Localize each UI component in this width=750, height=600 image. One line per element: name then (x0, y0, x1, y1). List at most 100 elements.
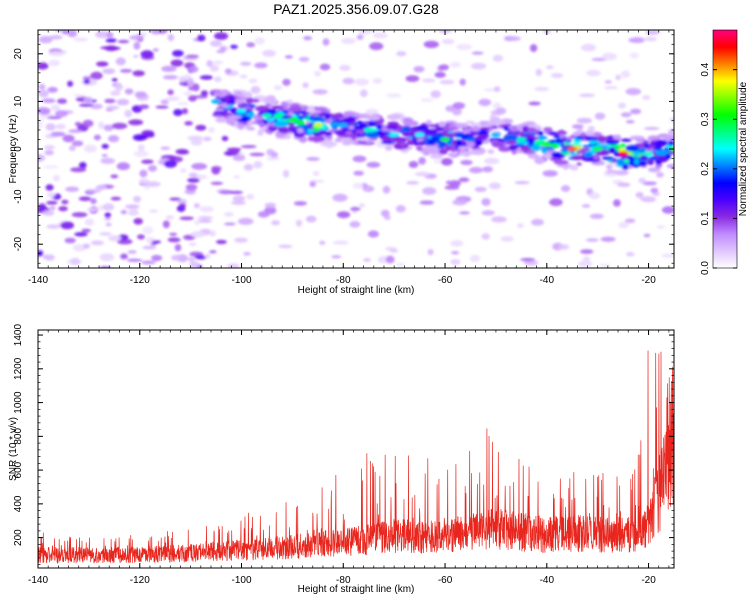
x-tick-label: -80 (336, 575, 351, 586)
heatmap-cell (422, 139, 430, 143)
heatmap-cell (244, 124, 252, 130)
heatmap-cell (406, 140, 415, 146)
heatmap-cell (421, 78, 436, 83)
heatmap-cell (450, 259, 461, 265)
heatmap-cell (531, 218, 544, 226)
heatmap-cell (396, 51, 407, 57)
heatmap-cell (668, 140, 674, 146)
heatmap-cell (44, 254, 55, 261)
heatmap-cell (48, 59, 61, 67)
heatmap-cell (577, 128, 584, 133)
heatmap-cell (219, 46, 227, 52)
y-tick-label: 200 (13, 529, 24, 546)
heatmap-cell (577, 260, 593, 267)
colorbar-ticks: 0.0 0.1 0.2 0.3 0.4 (700, 29, 738, 275)
heatmap-cell (366, 161, 381, 168)
heatmap-cell (67, 30, 78, 38)
heatmap-cell (174, 243, 182, 252)
heatmap-cell (167, 89, 174, 96)
heatmap-cell (185, 184, 198, 191)
heatmap-cell (669, 117, 674, 123)
heatmap-cell (527, 153, 540, 159)
heatmap-cell (160, 99, 169, 105)
spectrogram-y-label: Frequency (Hz) (8, 115, 19, 184)
heatmap-cell (108, 235, 122, 242)
heatmap-cell (98, 121, 105, 130)
heatmap-cell (86, 208, 98, 212)
heatmap-cell (209, 64, 219, 72)
heatmap-cell (572, 131, 581, 138)
heatmap-cell (639, 155, 648, 161)
colorbar-tick-label: 0.4 (700, 62, 711, 76)
y-tick-label: 10 (13, 95, 24, 107)
heatmap-cell (589, 213, 604, 219)
heatmap-cell (583, 152, 593, 158)
heatmap-cell (655, 150, 670, 155)
heatmap-cell (38, 121, 43, 129)
heatmap-cell (541, 148, 548, 154)
heatmap-cell (326, 135, 333, 140)
heatmap-cell (125, 204, 140, 209)
heatmap-cell (218, 190, 234, 195)
heatmap-cell (288, 105, 303, 113)
y-tick-label: 20 (13, 48, 24, 60)
heatmap-cell (72, 244, 87, 252)
heatmap-cell (614, 170, 629, 176)
heatmap-cell (604, 86, 618, 90)
heatmap-cell (172, 50, 184, 57)
heatmap-cell (423, 40, 439, 49)
heatmap-cell (240, 145, 257, 149)
heatmap-cell (223, 222, 236, 226)
heatmap-cell (101, 154, 108, 157)
heatmap-cell (44, 150, 54, 156)
heatmap-cell (215, 239, 227, 245)
heatmap-cell (296, 127, 304, 134)
heatmap-cell (96, 61, 109, 67)
heatmap-cell (62, 134, 75, 143)
heatmap-cell (57, 98, 67, 104)
heatmap-cell (38, 35, 53, 44)
heatmap-cell (615, 144, 621, 152)
spectrogram-y-axis: -20 -10 0 10 20 (13, 34, 674, 264)
heatmap-cell (528, 101, 541, 106)
heatmap-cell (309, 116, 324, 122)
heatmap-cell (352, 155, 367, 163)
heatmap-cell (516, 223, 525, 229)
heatmap-cell (638, 177, 646, 184)
heatmap-cell (622, 164, 629, 170)
heatmap-cell (570, 155, 584, 161)
heatmap-cell (479, 120, 489, 125)
y-tick-label: 1200 (13, 357, 24, 380)
heatmap-cell (53, 174, 60, 182)
heatmap-cell (247, 111, 255, 118)
heatmap-cell (600, 236, 616, 242)
heatmap-cell (582, 256, 591, 263)
heatmap-cell (249, 152, 265, 157)
heatmap-cell (585, 238, 599, 242)
heatmap-cell (626, 252, 635, 257)
heatmap-cell (484, 157, 500, 165)
heatmap-cell (298, 136, 308, 143)
heatmap-cell (302, 82, 309, 89)
heatmap-cell (543, 127, 553, 133)
heatmap-cell (349, 221, 361, 228)
heatmap-cell (381, 135, 391, 143)
heatmap-cell (246, 193, 255, 200)
heatmap-cell (139, 31, 147, 37)
heatmap-cell (68, 129, 83, 133)
snr-frame (37, 329, 675, 569)
heatmap-cell (199, 206, 214, 213)
heatmap-cell (668, 129, 674, 135)
heatmap-cell (604, 80, 612, 84)
heatmap-cell (152, 48, 159, 52)
heatmap-cell (271, 220, 280, 226)
heatmap-cell (116, 162, 130, 171)
heatmap-cell (414, 171, 431, 177)
heatmap-cell (599, 263, 611, 267)
heatmap-cell (212, 60, 223, 65)
heatmap-cell (359, 89, 368, 98)
heatmap-cell (190, 231, 206, 238)
heatmap-cell (466, 140, 475, 148)
heatmap-cell (287, 125, 297, 131)
heatmap-cell (303, 36, 313, 41)
